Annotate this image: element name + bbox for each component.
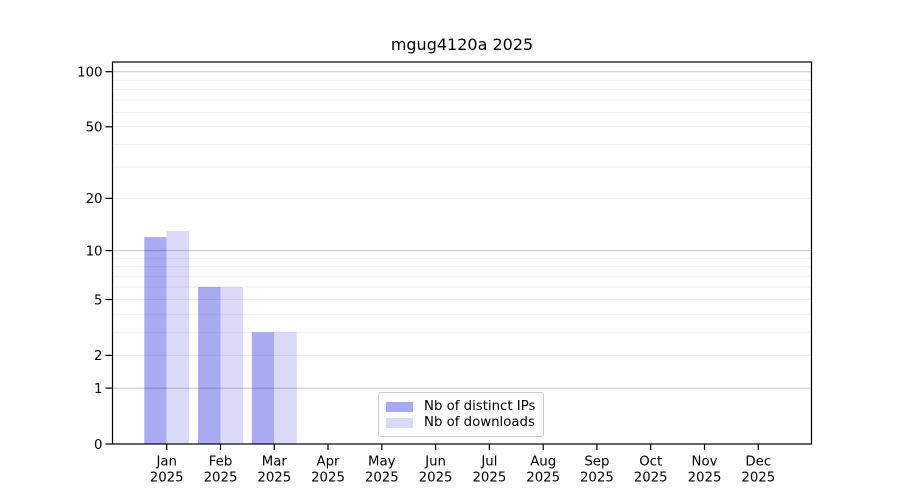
x-axis: Jan 2025 Feb 2025 Mar 2025 Apr 2025 May 2025 Jun 20… xyxy=(150,444,775,486)
x-tick-label: Aug 2025 xyxy=(526,455,560,486)
x-tick-label: Jul 2025 xyxy=(472,455,506,486)
bar xyxy=(251,332,275,444)
grid-major xyxy=(112,71,812,389)
x-tick-label: Sep 2025 xyxy=(580,455,614,486)
y-tick-label: 0 xyxy=(94,438,102,453)
grid-minor xyxy=(112,79,812,356)
x-tick-label: Mar 2025 xyxy=(257,455,291,486)
x-tick-label: Dec 2025 xyxy=(741,455,775,486)
y-tick-label: 5 xyxy=(94,293,102,308)
bar xyxy=(144,237,167,444)
bar xyxy=(198,287,221,444)
y-tick-label: 20 xyxy=(86,192,103,207)
bars-distinct-ips xyxy=(144,237,275,444)
legend-item-distinct-ips: Nb of distinct IPs xyxy=(386,399,535,414)
legend-label-distinct-ips: Nb of distinct IPs xyxy=(424,399,536,414)
y-tick-label: 10 xyxy=(86,244,103,259)
y-tick-label: 50 xyxy=(86,121,103,136)
bar xyxy=(220,287,243,444)
y-tick-label: 2 xyxy=(94,349,102,364)
y-tick-label: 1 xyxy=(94,382,102,397)
legend-swatch-distinct-ips xyxy=(386,401,413,412)
x-tick-label: Oct 2025 xyxy=(634,455,668,486)
x-tick-label: Apr 2025 xyxy=(311,455,345,486)
chart-title: mgug4120a 2025 xyxy=(390,35,534,54)
x-tick-label: Nov 2025 xyxy=(688,455,722,486)
legend-item-downloads: Nb of downloads xyxy=(386,415,535,430)
x-tick-label: Jan 2025 xyxy=(150,455,184,486)
legend-swatch-downloads xyxy=(386,417,413,428)
x-tick-label: Feb 2025 xyxy=(204,455,238,486)
legend: Nb of distinct IPs Nb of downloads xyxy=(378,392,544,437)
legend-label-downloads: Nb of downloads xyxy=(424,415,535,430)
x-tick-label: May 2025 xyxy=(365,455,399,486)
bars-downloads xyxy=(166,231,297,444)
bar xyxy=(166,231,190,444)
plot-frame xyxy=(111,61,813,445)
y-tick-label: 100 xyxy=(77,66,102,81)
x-tick-label: Jun 2025 xyxy=(419,455,453,486)
bar xyxy=(274,332,297,444)
